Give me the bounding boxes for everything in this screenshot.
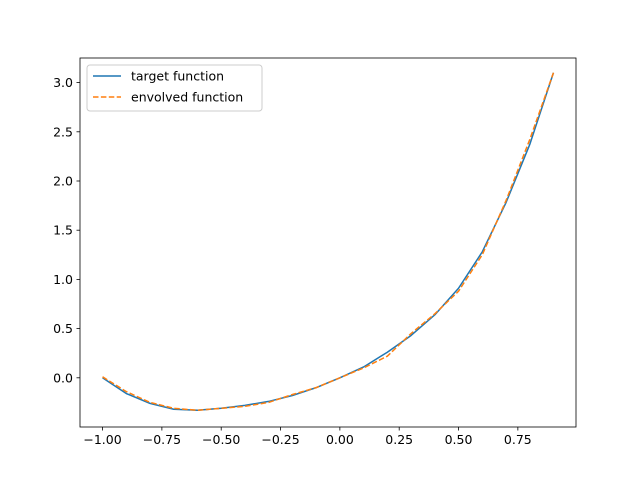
series-line-2 (102, 72, 555, 412)
axes-frame (79, 57, 577, 428)
plot-layer: −1.00 −0.75 −0.50 −0.25 0.00 0.25 0.50 0.75 0.0 0… (53, 57, 577, 447)
x-tick-label: 0.00 (326, 432, 354, 447)
legend: target function envolved function (86, 64, 263, 112)
x-tick-label: −0.50 (202, 432, 240, 447)
y-tick-label: 1.0 (53, 272, 73, 287)
y-tick-label: 0.5 (53, 321, 73, 336)
y-tick-label: 0.0 (53, 370, 73, 385)
y-tick-label: 2.5 (53, 124, 73, 139)
y-tick-label: 3.0 (53, 75, 73, 90)
legend-label-2: envolved function (131, 90, 243, 105)
legend-label-1: target function (131, 69, 224, 84)
x-tick-label: −0.25 (261, 432, 299, 447)
x-tick-label: −0.75 (143, 432, 181, 447)
legend-box (86, 64, 263, 112)
y-tick-label: 2.0 (53, 174, 73, 189)
x-tick-label: 0.25 (385, 432, 413, 447)
x-tick-label: 0.75 (504, 432, 532, 447)
series-line-1 (102, 72, 555, 412)
series-group (102, 72, 555, 412)
x-tick-label: −1.00 (83, 432, 121, 447)
x-tick-label: 0.50 (445, 432, 473, 447)
y-tick-label: 1.5 (53, 223, 73, 238)
